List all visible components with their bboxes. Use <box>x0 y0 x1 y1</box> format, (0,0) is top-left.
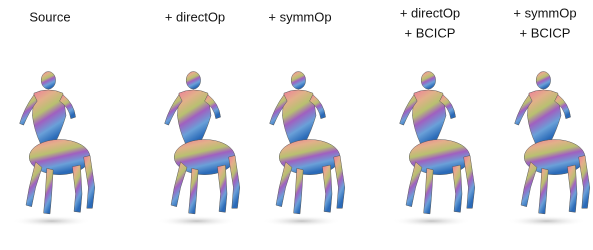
centaur-render <box>392 72 475 227</box>
figure: Source + directOp + symmOp + directOp + BCIC… <box>0 0 593 250</box>
panel: + directOp <box>157 9 240 226</box>
panel-label: + directOp <box>165 9 225 24</box>
panel-label: + BCICP <box>520 25 571 40</box>
centaur-render <box>262 72 345 227</box>
panel: Source <box>12 9 95 226</box>
centaur-render <box>157 72 240 227</box>
panel-label: + symmOp <box>268 9 331 24</box>
panel: + symmOp <box>262 9 345 226</box>
centaur-render <box>507 72 590 227</box>
panels: Source + directOp + symmOp + directOp + BCIC… <box>12 5 590 226</box>
panel-label: + BCICP <box>405 25 456 40</box>
panel: + directOp + BCICP <box>392 5 475 226</box>
panel-label: + directOp <box>400 5 460 20</box>
panel: + symmOp + BCICP <box>507 5 590 226</box>
centaur-render <box>12 72 95 227</box>
panel-label: Source <box>29 9 70 24</box>
panel-label: + symmOp <box>513 5 576 20</box>
